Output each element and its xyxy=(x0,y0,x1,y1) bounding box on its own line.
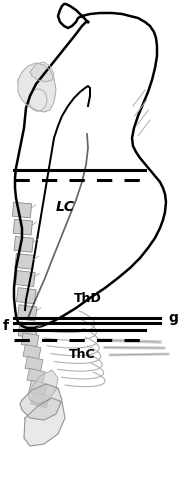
Polygon shape xyxy=(20,384,62,420)
Text: g: g xyxy=(168,311,178,325)
Polygon shape xyxy=(27,368,45,384)
Polygon shape xyxy=(16,270,35,286)
Text: LC: LC xyxy=(56,200,74,214)
Text: ThD: ThD xyxy=(74,292,102,305)
Text: ThC: ThC xyxy=(69,348,95,361)
Polygon shape xyxy=(15,254,34,270)
Polygon shape xyxy=(17,288,36,304)
Polygon shape xyxy=(13,220,33,235)
Polygon shape xyxy=(31,392,49,408)
Polygon shape xyxy=(12,202,32,218)
Polygon shape xyxy=(29,380,47,396)
Polygon shape xyxy=(28,370,58,404)
Polygon shape xyxy=(24,398,65,446)
Polygon shape xyxy=(18,63,56,112)
Polygon shape xyxy=(30,62,54,82)
Polygon shape xyxy=(14,236,33,252)
Polygon shape xyxy=(21,332,39,347)
Text: f: f xyxy=(3,319,9,333)
Polygon shape xyxy=(17,304,37,321)
Polygon shape xyxy=(18,322,38,338)
Polygon shape xyxy=(23,344,41,360)
Polygon shape xyxy=(25,356,43,372)
